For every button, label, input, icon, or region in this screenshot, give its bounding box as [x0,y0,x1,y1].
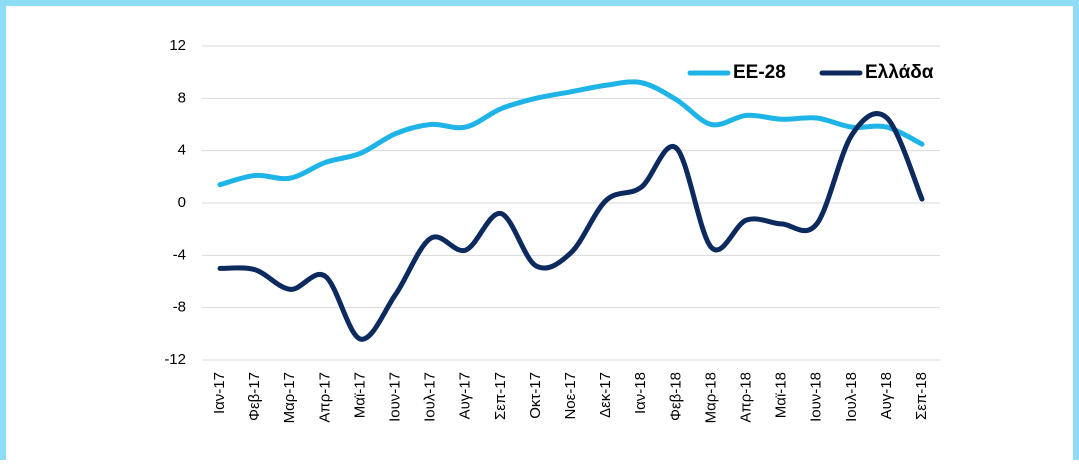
y-tick-label: 12 [169,37,186,54]
x-tick-label: Ιουλ-17 [422,372,439,422]
x-tick-label: Μαϊ-18 [773,372,790,418]
x-tick-label: Φεβ-18 [667,372,684,421]
line-series [217,111,925,342]
x-tick-label: Αυγ-18 [878,372,895,419]
x-tick-label: Απρ-18 [737,372,754,423]
x-tick-label: Μαϊ-17 [351,372,368,418]
legend-label: Ελλάδα [865,62,934,83]
y-tick-label: 4 [178,142,186,159]
x-tick-label: Οκτ-17 [527,372,544,419]
x-tick-label: Ιαν-17 [211,372,228,414]
x-tick-label: Φεβ-17 [246,372,263,421]
y-tick-label: -8 [173,299,186,316]
x-tick-label: Σεπ-17 [492,372,509,420]
x-tick-label: Μαρ-17 [281,372,298,423]
line-series [217,79,925,188]
x-tick-label: Απρ-17 [316,372,333,423]
chart: -12 -8 -4 0 4 8 12 Ιαν-17 Φεβ-17 Μαρ-17 Απρ-17 Μαϊ-… [164,37,940,423]
y-tick-label: -4 [173,246,186,263]
x-tick-label: Αυγ-17 [457,372,474,419]
y-tick-label: 8 [178,89,186,106]
x-tick-label: Ιουν-17 [386,372,403,422]
x-tick-label: Σεπ-18 [913,372,930,420]
legend-label: ΕΕ-28 [733,62,786,83]
y-tick-label: 0 [178,194,186,211]
x-tick-label: Ιαν-18 [632,372,649,414]
x-tick-label: Νοε-17 [562,372,579,420]
x-tick-label: Δεκ-17 [597,372,614,418]
x-tick-label: Ιουλ-18 [843,372,860,422]
x-tick-label: Μαρ-18 [702,372,719,423]
y-tick-label: -12 [164,351,186,368]
x-tick-label: Ιουν-18 [808,372,825,422]
